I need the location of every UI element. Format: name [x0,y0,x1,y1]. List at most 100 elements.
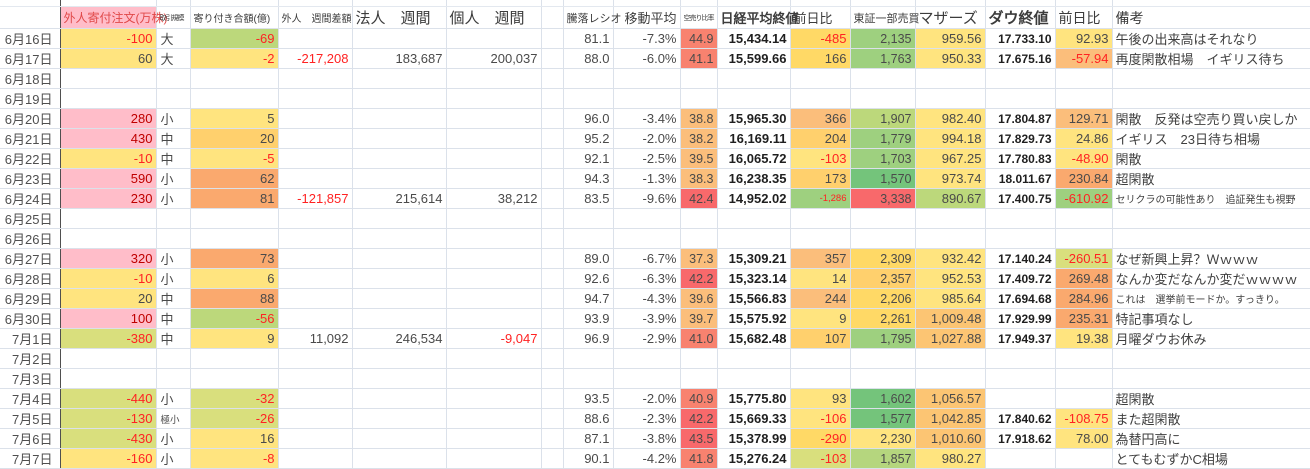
cell-ratio[interactable]: 81.1 [563,28,614,49]
cell-open-amount[interactable]: -69 [190,28,279,49]
cell-remark[interactable]: セリクラの可能性あり 追証発生も視野 [1112,188,1310,209]
cell-indiv-week[interactable] [446,368,542,389]
cell-foreign-order[interactable]: -160 [60,448,157,469]
cell-indiv-week[interactable] [446,88,542,109]
cell-nikkei[interactable] [717,368,791,389]
cell-moving-avg[interactable]: -6.3% [613,268,681,289]
cell-open-amount[interactable]: 73 [190,248,279,269]
cell-dow-chg[interactable]: 235.31 [1055,308,1113,329]
cell-nikkei-chg[interactable] [790,348,851,369]
cell-dow[interactable]: 18.011.67 [985,168,1056,189]
cell-short-ratio[interactable]: 39.6 [680,288,718,309]
cell-open-amount[interactable]: -5 [190,148,279,169]
cell-ratio[interactable]: 88.6 [563,408,614,429]
cell-foreign-order[interactable] [60,88,157,109]
cell-short-ratio[interactable]: 38.8 [680,108,718,129]
cell-size[interactable]: 小 [156,248,191,269]
cell-nikkei[interactable]: 15,323.14 [717,268,791,289]
cell-foreign-order[interactable]: -130 [60,408,157,429]
cell-nikkei[interactable]: 15,566.83 [717,288,791,309]
cell-short-ratio[interactable]: 38.3 [680,168,718,189]
cell-mothers[interactable]: 973.74 [915,168,986,189]
cell-moving-avg[interactable]: -2.3% [613,408,681,429]
cell-nikkei-chg[interactable]: -103 [790,148,851,169]
cell-tse-volume[interactable]: 1,763 [850,48,916,69]
cell-remark[interactable]: 再度閑散相場 イギリス待ち [1112,48,1310,69]
cell-open-amount[interactable]: 88 [190,288,279,309]
cell-foreign-order[interactable]: -10 [60,268,157,289]
cell-open-amount[interactable]: 62 [190,168,279,189]
cell-blank[interactable] [541,68,564,89]
cell-dow-chg[interactable]: -610.92 [1055,188,1113,209]
cell-dow-chg[interactable]: -108.75 [1055,408,1113,429]
cell-ratio[interactable] [563,348,614,369]
cell-remark[interactable] [1112,88,1310,109]
cell-ratio[interactable]: 92.6 [563,268,614,289]
cell-foreign-order[interactable] [60,228,157,249]
cell-foreign-week[interactable] [278,108,353,129]
cell-open-amount[interactable]: -2 [190,48,279,69]
cell-foreign-order[interactable]: -380 [60,328,157,349]
cell-mothers[interactable] [915,348,986,369]
cell-dow[interactable]: 17.694.68 [985,288,1056,309]
cell-nikkei[interactable]: 15,669.33 [717,408,791,429]
col-header-dow[interactable]: ダウ終値 [985,6,1056,29]
cell-foreign-order[interactable]: 590 [60,168,157,189]
cell-nikkei[interactable]: 15,965.30 [717,108,791,129]
cell-nikkei-chg[interactable] [790,368,851,389]
cell-nikkei[interactable]: 15,599.66 [717,48,791,69]
cell-size[interactable]: 小 [156,108,191,129]
cell-tse-volume[interactable]: 2,206 [850,288,916,309]
cell-corp-week[interactable] [352,248,447,269]
cell-blank[interactable] [541,88,564,109]
cell-remark[interactable] [1112,368,1310,389]
cell-dow-chg[interactable] [1055,368,1113,389]
cell-indiv-week[interactable] [446,268,542,289]
cell-nikkei-chg[interactable] [790,68,851,89]
cell-size[interactable] [156,88,191,109]
cell-blank[interactable] [541,248,564,269]
cell-remark[interactable]: これは 選挙前モードか。すっきり。 [1112,288,1310,309]
col-header-blank[interactable] [541,6,564,29]
cell-dow-chg[interactable]: 92.93 [1055,28,1113,49]
cell-short-ratio[interactable]: 42.2 [680,268,718,289]
cell-ratio[interactable]: 93.9 [563,308,614,329]
cell-dow[interactable]: 17.929.99 [985,308,1056,329]
cell-corp-week[interactable]: 246,534 [352,328,447,349]
cell-dow[interactable]: 17.949.37 [985,328,1056,349]
cell-indiv-week[interactable] [446,208,542,229]
cell-open-amount[interactable]: -26 [190,408,279,429]
cell-tse-volume[interactable]: 2,357 [850,268,916,289]
cell-short-ratio[interactable]: 41.0 [680,328,718,349]
cell-tse-volume[interactable]: 2,261 [850,308,916,329]
cell-remark[interactable]: イギリス 23日待ち相場 [1112,128,1310,149]
cell-short-ratio[interactable]: 42.4 [680,188,718,209]
cell-date[interactable]: 7月7日 [0,448,61,469]
cell-moving-avg[interactable]: -4.2% [613,448,681,469]
cell-moving-avg[interactable]: -2.5% [613,148,681,169]
cell-mothers[interactable]: 1,009.48 [915,308,986,329]
cell-indiv-week[interactable] [446,388,542,409]
cell-moving-avg[interactable]: -3.8% [613,428,681,449]
cell-indiv-week[interactable]: 38,212 [446,188,542,209]
cell-corp-week[interactable] [352,228,447,249]
cell-dow[interactable]: 17.829.73 [985,128,1056,149]
cell-foreign-order[interactable]: 320 [60,248,157,269]
cell-short-ratio[interactable]: 42.2 [680,408,718,429]
cell-date[interactable]: 6月19日 [0,88,61,109]
cell-dow[interactable] [985,208,1056,229]
cell-remark[interactable] [1112,228,1310,249]
cell-size[interactable]: 小 [156,168,191,189]
cell-size[interactable]: 中 [156,288,191,309]
cell-date[interactable]: 7月5日 [0,408,61,429]
cell-short-ratio[interactable]: 39.5 [680,148,718,169]
col-header-foreign-week[interactable]: 外人 週間差額 [278,6,353,29]
cell-date[interactable]: 6月28日 [0,268,61,289]
cell-moving-avg[interactable] [613,88,681,109]
cell-tse-volume[interactable]: 2,135 [850,28,916,49]
cell-short-ratio[interactable]: 41.8 [680,448,718,469]
cell-foreign-order[interactable] [60,68,157,89]
col-header-tse-volume[interactable]: 東証一部売買 [850,6,920,29]
cell-ratio[interactable] [563,368,614,389]
cell-ratio[interactable]: 88.0 [563,48,614,69]
